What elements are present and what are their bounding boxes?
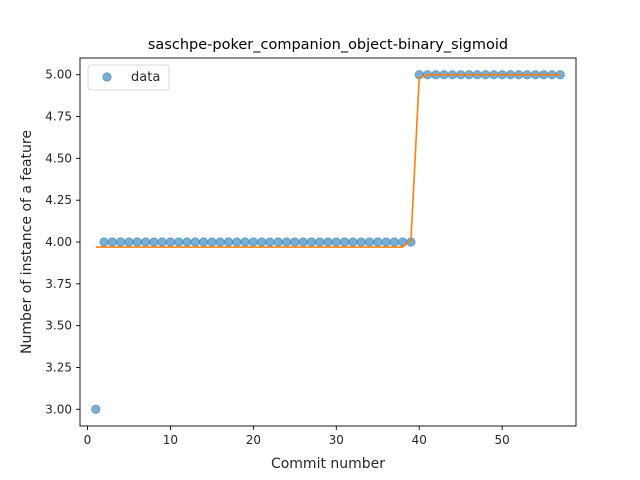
data-point	[248, 237, 258, 247]
data-point	[157, 237, 167, 247]
data-point	[190, 237, 200, 247]
legend: data	[87, 64, 170, 91]
y-tick-label: 4.75	[45, 110, 72, 124]
data-point	[149, 237, 159, 247]
x-tick-label: 0	[84, 433, 92, 447]
data-point	[223, 237, 234, 247]
x-tick-label: 50	[495, 433, 510, 447]
y-tick-label: 3.50	[45, 319, 72, 333]
data-point	[215, 237, 225, 247]
data-point	[364, 237, 375, 247]
data-point	[207, 237, 217, 247]
y-tick-label: 3.00	[45, 402, 72, 416]
data-point	[306, 237, 317, 247]
y-tick-label: 4.00	[45, 235, 72, 249]
data-point	[91, 404, 101, 414]
chart-title: saschpe-poker_companion_object-binary_si…	[148, 37, 508, 53]
data-point	[356, 237, 366, 247]
data-point	[257, 237, 267, 247]
data-point	[331, 237, 341, 247]
data-point	[240, 237, 250, 247]
data-point	[124, 237, 134, 247]
y-tick-label: 5.00	[45, 68, 72, 82]
data-point	[298, 237, 308, 247]
data-point	[273, 237, 283, 247]
data-point	[99, 237, 109, 247]
legend-box	[87, 64, 170, 91]
y-tick-label: 4.50	[45, 151, 72, 165]
data-point	[373, 237, 383, 247]
data-point	[107, 237, 117, 247]
y-tick-label: 3.25	[45, 360, 72, 374]
data-point	[174, 237, 184, 247]
data-point	[348, 237, 358, 247]
y-tick-label: 3.75	[45, 277, 72, 291]
data-point	[389, 237, 399, 247]
data-point	[116, 237, 126, 247]
data-point	[339, 237, 350, 247]
y-tick-label: 4.25	[45, 193, 72, 207]
legend-label: data	[131, 70, 160, 85]
y-axis-label: Number of instance of a feature	[19, 130, 35, 354]
data-point	[198, 237, 209, 247]
data-point	[132, 237, 142, 247]
data-point	[140, 237, 151, 247]
data-point	[165, 237, 176, 247]
fit-line	[95, 73, 561, 248]
x-axis-label: Commit number	[271, 456, 385, 472]
data-point	[182, 237, 192, 247]
x-tick-label: 30	[329, 433, 344, 447]
data-point	[281, 237, 292, 247]
data-point	[381, 237, 391, 247]
axes: 0 10 20 30 40 50 3.00 3.25 3.50 3.75 4.00 4.25 4.50 4…	[45, 57, 577, 447]
data-point	[290, 237, 300, 247]
plot-area	[91, 70, 565, 414]
data-point	[265, 237, 275, 247]
x-tick-label: 40	[412, 433, 427, 447]
legend-marker	[102, 72, 112, 82]
data-point	[232, 237, 242, 247]
x-tick-label: 20	[246, 433, 261, 447]
data-point	[323, 237, 333, 247]
data-point	[315, 237, 325, 247]
x-tick-label: 10	[163, 433, 178, 447]
